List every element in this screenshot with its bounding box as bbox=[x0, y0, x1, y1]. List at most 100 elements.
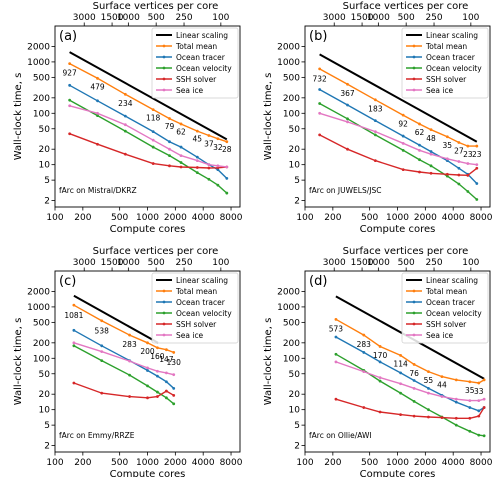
y-tick-label: 5 bbox=[294, 176, 300, 186]
y-tick-label: 50 bbox=[289, 125, 301, 135]
data-point bbox=[146, 384, 149, 388]
data-point bbox=[401, 168, 405, 172]
x-tick-label: 4000 bbox=[192, 458, 215, 468]
y-tick-label: 200 bbox=[283, 94, 300, 104]
data-point bbox=[318, 67, 322, 71]
data-point bbox=[151, 162, 155, 165]
data-point bbox=[457, 173, 461, 177]
y-tick-label: 20 bbox=[39, 390, 51, 400]
data-point bbox=[399, 353, 402, 357]
data-point bbox=[427, 370, 430, 374]
y-tick-label: 200 bbox=[33, 339, 50, 349]
data-point bbox=[334, 317, 338, 321]
data-point bbox=[123, 114, 127, 118]
data-point bbox=[475, 166, 479, 170]
legend-entry: Total mean bbox=[425, 42, 467, 51]
data-point bbox=[362, 333, 366, 337]
data-point bbox=[468, 380, 472, 384]
data-point bbox=[445, 135, 449, 139]
legend: Linear scaling Total mean Ocean tracer Ocea… bbox=[151, 27, 239, 99]
data-point bbox=[128, 359, 131, 363]
top-tick-label: 500 bbox=[148, 13, 165, 23]
data-point bbox=[378, 376, 382, 380]
top-tick-label: 500 bbox=[148, 258, 165, 268]
data-label: 114 bbox=[393, 359, 408, 368]
x-tick-label: 200 bbox=[324, 458, 341, 468]
data-point bbox=[146, 369, 149, 372]
data-point bbox=[164, 348, 168, 352]
y-axis-title: Wall-clock time, s bbox=[263, 318, 274, 406]
legend-entry: SSH solver bbox=[426, 75, 467, 84]
legend-marker bbox=[412, 44, 416, 48]
x-tick-label: 8000 bbox=[470, 213, 493, 223]
legend: Linear scaling Total mean Ocean tracer Ocea… bbox=[151, 272, 239, 344]
data-label: 76 bbox=[409, 369, 419, 378]
data-label: 28 bbox=[222, 145, 232, 154]
x-tick-label: 1000 bbox=[136, 458, 159, 468]
data-point bbox=[164, 380, 168, 384]
panel-note: fArc on Ollie/AWI bbox=[309, 431, 372, 440]
data-point bbox=[373, 133, 377, 137]
data-label: 573 bbox=[329, 325, 344, 334]
legend-entry: Linear scaling bbox=[176, 276, 228, 285]
legend-marker bbox=[412, 311, 416, 315]
data-point bbox=[146, 366, 149, 370]
data-point bbox=[401, 141, 405, 145]
data-label: 367 bbox=[340, 89, 355, 98]
data-point bbox=[445, 172, 449, 176]
data-point bbox=[179, 145, 183, 149]
legend-entry: Ocean tracer bbox=[426, 298, 476, 307]
panel-label: (a) bbox=[59, 29, 77, 44]
y-tick-label: 200 bbox=[33, 94, 50, 104]
x-tick-label: 100 bbox=[296, 213, 313, 223]
data-point bbox=[362, 370, 366, 374]
panel-note: fArc on Mistral/DKRZ bbox=[59, 186, 137, 195]
x-tick-label: 200 bbox=[324, 213, 341, 223]
x-tick-label: 8000 bbox=[470, 458, 493, 468]
data-point bbox=[123, 92, 127, 96]
x-tick-label: 4000 bbox=[442, 458, 465, 468]
data-point bbox=[151, 108, 155, 111]
legend-marker bbox=[412, 66, 416, 70]
legend-marker bbox=[162, 289, 166, 293]
y-tick-label: 500 bbox=[283, 73, 300, 83]
data-point bbox=[151, 145, 155, 149]
x-tick-label: 1000 bbox=[136, 213, 159, 223]
legend-marker bbox=[162, 333, 166, 337]
legend-entry: Total mean bbox=[175, 287, 217, 296]
x-tick-label: 2000 bbox=[414, 458, 437, 468]
legend-marker bbox=[412, 88, 416, 92]
data-point bbox=[100, 391, 104, 395]
top-tick-label: 250 bbox=[425, 13, 442, 23]
data-point bbox=[72, 328, 76, 332]
x-tick-label: 2000 bbox=[164, 458, 187, 468]
y-tick-label: 2000 bbox=[27, 42, 50, 52]
data-point bbox=[429, 152, 433, 156]
series-line-0 bbox=[73, 294, 159, 344]
x-tick-label: 4000 bbox=[442, 213, 465, 223]
y-tick-label: 500 bbox=[33, 318, 50, 328]
data-point bbox=[412, 414, 416, 418]
data-point bbox=[100, 359, 104, 363]
top-tick-label: 1500 bbox=[351, 258, 374, 268]
y-tick-label: 2000 bbox=[277, 287, 300, 297]
data-point bbox=[146, 396, 149, 400]
top-tick-label: 250 bbox=[175, 13, 192, 23]
legend-entry: Ocean tracer bbox=[176, 298, 226, 307]
data-point bbox=[179, 154, 183, 158]
data-point bbox=[454, 423, 458, 427]
data-point bbox=[378, 410, 382, 414]
data-label: 118 bbox=[146, 114, 161, 123]
data-label: 283 bbox=[357, 340, 372, 349]
data-point bbox=[72, 344, 76, 348]
data-label: 48 bbox=[426, 134, 436, 143]
data-point bbox=[378, 345, 382, 348]
y-axis-title: Wall-clock time, s bbox=[13, 318, 24, 406]
data-point bbox=[128, 333, 131, 337]
data-point bbox=[468, 429, 472, 433]
legend-entry: SSH solver bbox=[176, 75, 217, 84]
data-point bbox=[156, 346, 159, 350]
data-label: 200 bbox=[140, 347, 155, 356]
series-line-0 bbox=[319, 53, 478, 143]
